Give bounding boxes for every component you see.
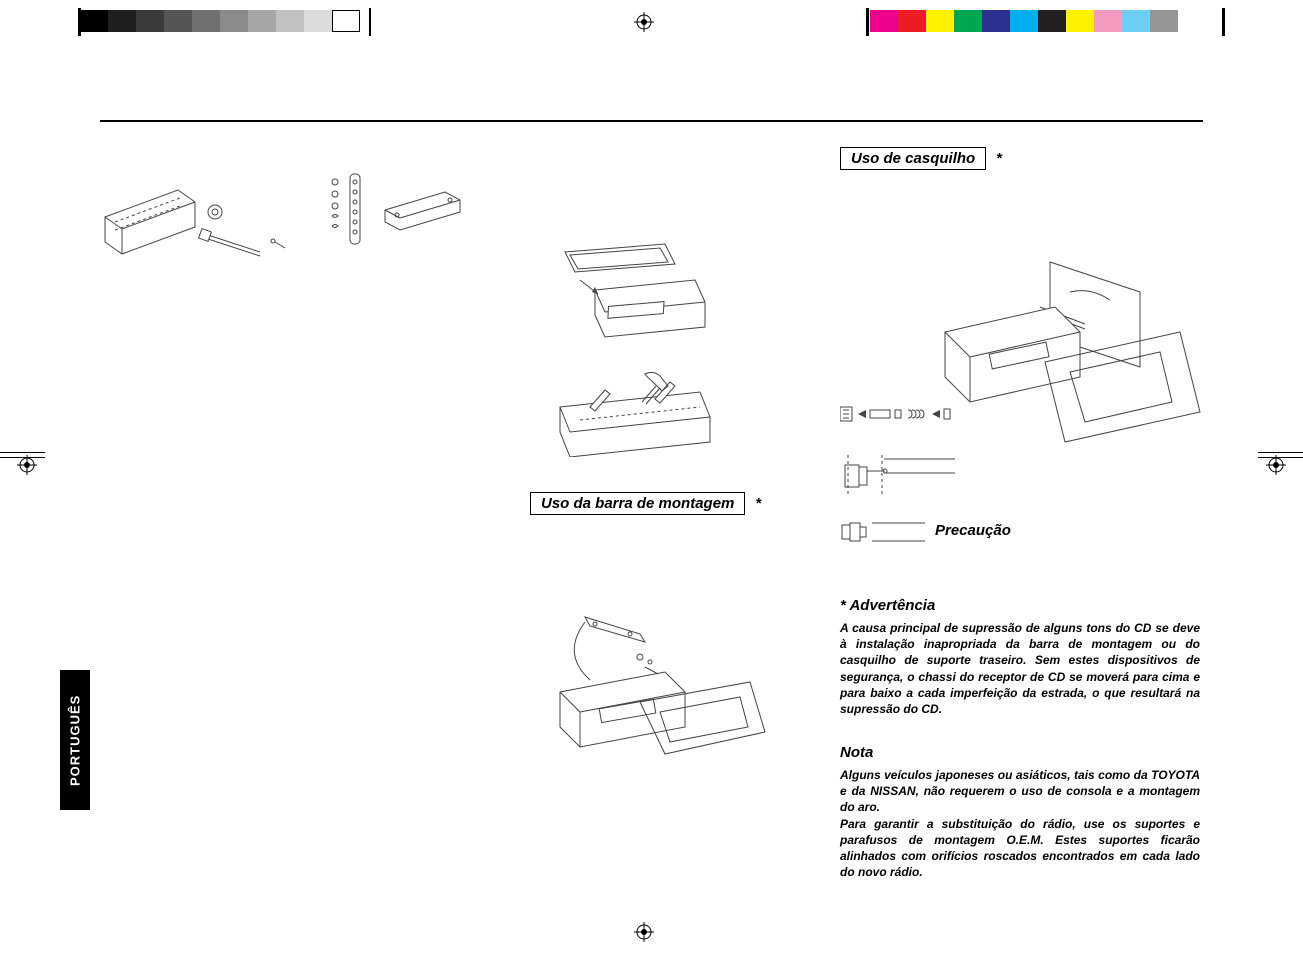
diagram-faceplate-install <box>540 242 750 342</box>
color-swatch-strip-left <box>80 10 360 32</box>
swatch <box>192 10 220 32</box>
swatch <box>1010 10 1038 32</box>
language-tab: PORTUGUÊS <box>60 670 90 810</box>
heading-casquilho: Uso de casquilho * <box>840 147 1003 170</box>
registration-mark-icon <box>17 455 37 475</box>
swatch <box>898 10 926 32</box>
swatch <box>80 10 108 32</box>
swatch <box>870 10 898 32</box>
swatch <box>1066 10 1094 32</box>
diagram-bracket-callout <box>840 447 1010 502</box>
tick-mark <box>0 452 45 453</box>
swatch <box>136 10 164 32</box>
crop-bar <box>866 8 869 36</box>
diagram-mounting-bar <box>490 612 770 792</box>
swatch <box>926 10 954 32</box>
swatch <box>1122 10 1150 32</box>
text-advertencia: A causa principal de supressão de alguns… <box>840 620 1200 717</box>
tick-mark <box>1258 452 1303 453</box>
swatch <box>982 10 1010 32</box>
text-nota: Alguns veículos japoneses ou asiáticos, … <box>840 767 1200 880</box>
heading-advertencia: * Advertência <box>840 597 935 614</box>
registration-mark-icon <box>634 922 654 942</box>
swatch <box>1094 10 1122 32</box>
registration-mark-icon <box>1266 455 1286 475</box>
swatch <box>248 10 276 32</box>
asterisk: * <box>997 150 1003 167</box>
diagram-parts-kit <box>100 172 480 272</box>
page-content: Uso da barra de montagem * Uso de casqui… <box>100 120 1203 894</box>
heading-barra-label: Uso da barra de montagem <box>530 492 745 515</box>
color-swatch-strip-right <box>870 10 1178 32</box>
swatch <box>1038 10 1066 32</box>
swatch <box>1150 10 1178 32</box>
swatch <box>954 10 982 32</box>
heading-barra: Uso da barra de montagem * <box>530 492 762 515</box>
swatch <box>164 10 192 32</box>
swatch <box>220 10 248 32</box>
swatch <box>332 10 360 32</box>
swatch <box>304 10 332 32</box>
swatch <box>108 10 136 32</box>
crop-bar <box>369 8 371 36</box>
crop-bar <box>78 8 81 36</box>
heading-casquilho-label: Uso de casquilho <box>840 147 986 170</box>
crop-bar <box>1222 8 1225 36</box>
registration-mark-icon <box>634 12 654 32</box>
diagram-bend-tabs <box>550 372 750 457</box>
asterisk: * <box>756 495 762 512</box>
label-precaucao: Precaução <box>935 522 1011 539</box>
swatch <box>276 10 304 32</box>
heading-nota: Nota <box>840 744 873 761</box>
